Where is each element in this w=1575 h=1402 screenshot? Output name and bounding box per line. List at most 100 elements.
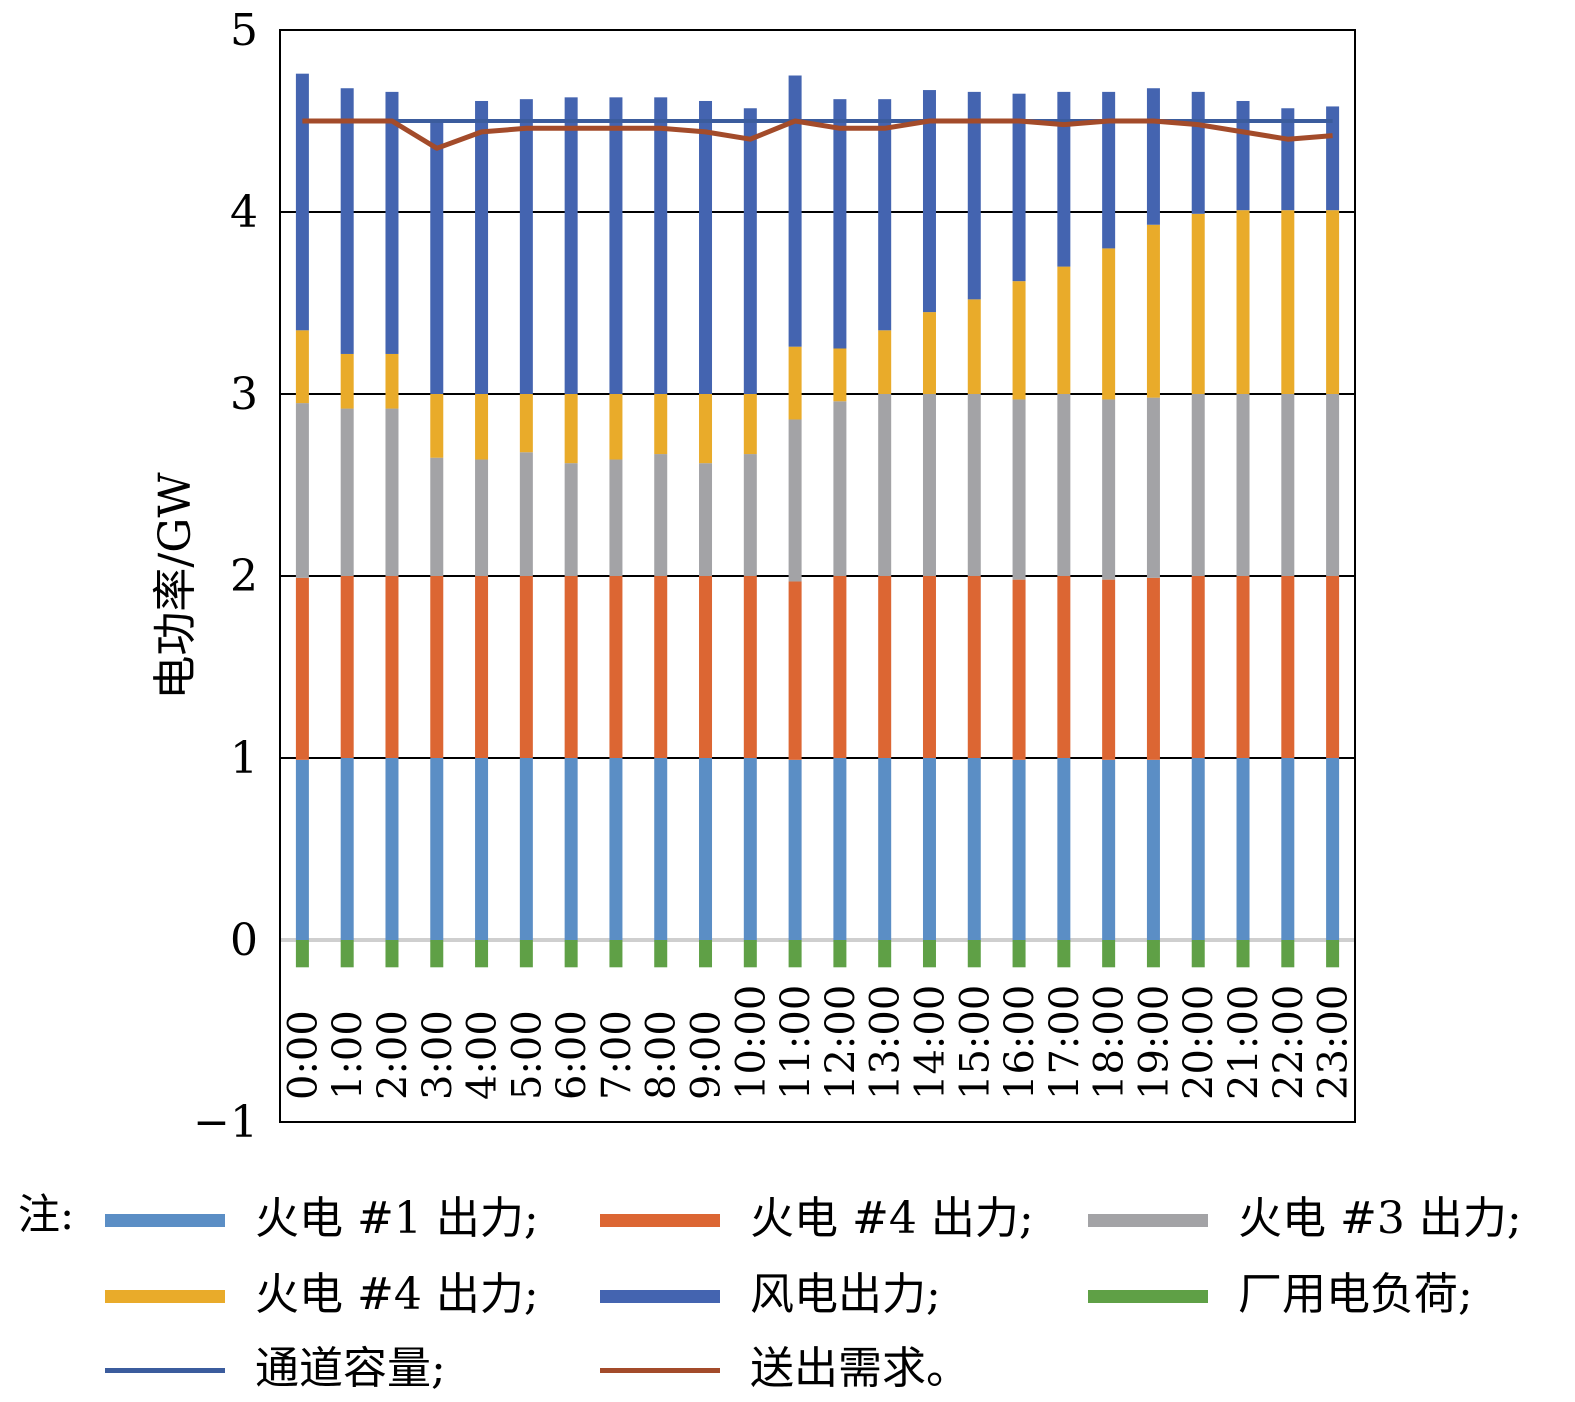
- y-tick-labels: −1 0 1 2 3 4 5: [193, 5, 258, 1148]
- bar-segment-s4-2: [385, 91, 399, 354]
- x-tick-label: 20:00: [1176, 985, 1222, 1100]
- bar-segment-s3-3: [430, 394, 444, 458]
- bar-segment-s5-5: [519, 940, 533, 968]
- y-tick-label: 4: [230, 187, 258, 238]
- bar-segment-s4-0: [295, 73, 309, 331]
- bar-segment-s4-23: [1326, 106, 1340, 211]
- y-tick-label: 0: [230, 915, 258, 966]
- bar-segment-s2-6: [564, 463, 578, 576]
- y-tick-label: −1: [193, 1097, 258, 1148]
- series-line-1: [302, 118, 1333, 151]
- bar-segment-s3-1: [340, 353, 354, 409]
- bar-segment-s0-5: [519, 758, 533, 940]
- bar-segment-s1-9: [699, 576, 713, 758]
- bar-segment-s0-4: [475, 758, 489, 940]
- legend-swatch: [600, 1368, 720, 1373]
- bar-segment-s4-12: [833, 99, 847, 349]
- bar-segment-s0-17: [1057, 758, 1071, 940]
- legend-swatch: [105, 1368, 225, 1373]
- bar-segment-s3-21: [1236, 210, 1250, 394]
- bar-segment-s2-18: [1102, 399, 1116, 580]
- bar-segment-s4-6: [564, 97, 578, 394]
- bar-segment-s2-23: [1326, 394, 1340, 576]
- bar-segment-s4-13: [878, 99, 892, 331]
- bar-segment-s0-22: [1281, 758, 1295, 940]
- x-tick-label: 2:00: [370, 1010, 416, 1100]
- bar-segment-s4-19: [1146, 88, 1160, 225]
- legend: 注: 火电 #1 出力; 火电 #4 出力; 火电 #3 出力; 火电 #4 出力; 风…: [0, 1180, 1575, 1402]
- bar-segment-s4-14: [922, 90, 936, 313]
- bar-segment-s5-1: [340, 940, 354, 968]
- bar-segment-s1-16: [1012, 579, 1026, 760]
- bar-segment-s2-16: [1012, 399, 1026, 580]
- bar-segment-s5-15: [967, 940, 981, 968]
- bar-segment-s0-16: [1012, 759, 1026, 940]
- bar-segment-s0-7: [609, 758, 623, 940]
- y-axis-label: 电功率/GW: [150, 472, 201, 700]
- bar-segment-s5-19: [1146, 940, 1160, 968]
- bar-segment-s0-3: [430, 758, 444, 940]
- bar-segment-s2-8: [654, 454, 668, 576]
- x-tick-label: 10:00: [728, 985, 774, 1100]
- bar-segment-s5-20: [1191, 940, 1205, 968]
- bar-segment-s5-9: [699, 940, 713, 968]
- bar-segment-s2-1: [340, 408, 354, 576]
- bar-segment-s0-15: [967, 758, 981, 940]
- bar-segment-s2-22: [1281, 394, 1295, 576]
- bar-segment-s3-9: [699, 394, 713, 464]
- x-tick-label: 5:00: [504, 1010, 550, 1100]
- bar-segment-s0-19: [1146, 759, 1160, 940]
- bar-segment-s1-4: [475, 576, 489, 758]
- bar-segment-s1-17: [1057, 576, 1071, 758]
- bar-segment-s5-4: [475, 940, 489, 968]
- bars-group: [295, 73, 1340, 968]
- legend-swatch: [1088, 1214, 1208, 1227]
- bar-segment-s4-7: [609, 97, 623, 394]
- legend-swatch: [600, 1214, 720, 1227]
- plot-frame: [279, 29, 1356, 1123]
- bar-segment-s2-19: [1146, 397, 1160, 578]
- bar-segment-s4-21: [1236, 100, 1250, 211]
- bar-segment-s1-13: [878, 576, 892, 758]
- bar-segment-s5-6: [564, 940, 578, 968]
- bar-segment-s2-14: [922, 394, 936, 576]
- bar-segment-s5-16: [1012, 940, 1026, 968]
- x-tick-label: 3:00: [415, 1010, 461, 1100]
- legend-swatch: [1088, 1290, 1208, 1303]
- bar-segment-s3-23: [1326, 210, 1340, 394]
- bar-segment-s1-3: [430, 576, 444, 758]
- bar-segment-s5-3: [430, 940, 444, 968]
- x-tick-label: 21:00: [1221, 985, 1267, 1100]
- x-tick-label: 12:00: [818, 985, 864, 1100]
- x-tick-label: 18:00: [1087, 985, 1133, 1100]
- bar-segment-s1-10: [743, 576, 757, 758]
- bar-segment-s2-0: [295, 403, 309, 578]
- bar-segment-s4-16: [1012, 93, 1026, 282]
- bar-segment-s3-5: [519, 394, 533, 453]
- bar-segment-s1-18: [1102, 579, 1116, 760]
- x-tick-label: 19:00: [1131, 985, 1177, 1100]
- y-tick-label: 3: [230, 369, 258, 420]
- legend-note-label: 注:: [18, 1190, 75, 1239]
- bar-segment-s5-17: [1057, 940, 1071, 968]
- bar-segment-s0-21: [1236, 758, 1250, 940]
- bar-segment-s2-5: [519, 452, 533, 576]
- x-tick-labels: 0:001:002:003:004:005:006:007:008:009:00…: [280, 985, 1356, 1100]
- bar-segment-s4-15: [967, 91, 981, 300]
- stacked-bar-chart: −1 0 1 2 3 4 5 0:001:002:003:004:005:006:007:0…: [150, 5, 1357, 1148]
- bar-segment-s0-8: [654, 758, 668, 940]
- legend-label: 送出需求。: [750, 1343, 970, 1394]
- x-tick-label: 0:00: [280, 1010, 326, 1100]
- x-tick-label: 7:00: [594, 1010, 640, 1100]
- bar-segment-s2-9: [699, 463, 713, 576]
- bar-segment-s5-22: [1281, 940, 1295, 968]
- bar-segment-s1-14: [922, 576, 936, 758]
- bar-segment-s5-10: [743, 940, 757, 968]
- bar-segment-s0-13: [878, 758, 892, 940]
- bar-segment-s0-18: [1102, 759, 1116, 940]
- bar-segment-s3-12: [833, 348, 847, 402]
- legend-swatch: [600, 1290, 720, 1303]
- x-tick-label: 4:00: [460, 1010, 506, 1100]
- x-tick-label: 14:00: [907, 985, 953, 1100]
- bar-segment-s1-8: [654, 576, 668, 758]
